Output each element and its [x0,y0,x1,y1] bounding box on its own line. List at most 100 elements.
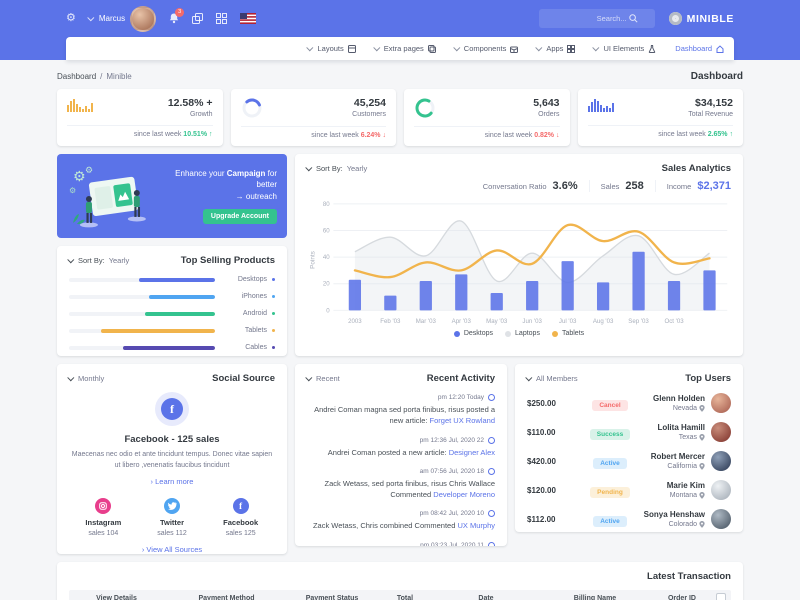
avatar [711,480,731,500]
facebook-circle: f [155,392,189,426]
fullscreen-icon [192,13,204,24]
user-row: $112.00 Active Sonya Henshaw Colorado [527,509,731,529]
activity-link[interactable]: Developer Moreno [433,490,495,499]
sort-by-dropdown[interactable]: Sort By: Yearly [67,256,129,265]
stat-delta: 6.24% ↓ [360,132,387,139]
chevron-down-icon [373,44,381,52]
activity-link[interactable]: Designer Alex [448,447,495,457]
stat-value: $34,152 [695,97,733,109]
legend-item-laptops[interactable]: Laptops [505,330,540,337]
series-dot-icon [505,330,512,337]
all-members-dropdown[interactable]: All Members [525,374,578,383]
product-row: Tablets [69,327,275,334]
progress-bar [69,294,215,299]
campaign-promo-card: ⚙ ⚙ ⚙ [57,154,287,238]
activity-item: pm 03:23 Jul, 2020 11 [307,541,495,546]
stat-label: Orders [538,111,560,118]
card-title: Recent Activity [426,373,495,384]
timeline-dot-icon [488,510,495,518]
legend-item-desktops[interactable]: Desktops [453,330,493,337]
activity-link[interactable]: UX Murphy [457,521,495,531]
notifications-button[interactable]: 3 [169,8,185,24]
svg-text:0: 0 [326,307,330,314]
social-source-instagram[interactable]: Instagram sales 104 [69,498,138,537]
promo-line2: → outreach [235,191,277,201]
chevron-down-icon [87,14,95,22]
nav-item-components[interactable]: Components [453,44,519,53]
campaign-illustration: ⚙ ⚙ ⚙ [69,165,146,228]
nav-item-ui-elements[interactable]: UI Elements [592,44,656,53]
select-all-checkbox[interactable] [716,593,726,600]
breadcrumb: Dashboard / Minible [57,71,132,81]
progress-bar [69,277,215,282]
activity-item: pm 12:36 Jul, 2020 22 Andrei Coman poste… [327,436,495,457]
stat-delta: 2.65% ↑ [707,131,734,138]
notification-badge: 3 [175,8,185,17]
arrow-up-icon: ↑ [209,131,213,138]
nav-item-extra-pages[interactable]: Extra pages [373,44,436,53]
arrow-up-icon: ↑ [729,131,734,138]
conversation-ratio-value: 3.6% [552,180,578,192]
top-selling-products-card: Sort By: Yearly Top Selling Products Des… [57,246,287,356]
stat-delta: 0.82% ↓ [534,132,560,139]
top-users-card: All Members Top Users $250.00 Cancel Gle… [515,364,743,532]
stats-row: 12.58% + Growth since last week 10.51% ↑ [57,89,743,146]
user-row: $110.00 Success Lolita Hamill Texas [527,422,731,442]
map-pin-icon [699,463,705,470]
svg-text:Sep '03: Sep '03 [628,318,649,325]
apps-grid-icon [216,13,228,24]
apps-grid-button[interactable] [216,13,228,24]
language-flag-button[interactable] [240,13,257,24]
card-title: Social Source [212,373,275,384]
chevron-down-icon [453,44,461,52]
activity-link[interactable]: Forget UX Rowland [429,416,495,426]
recent-dropdown[interactable]: Recent [305,374,340,383]
breadcrumb-item-dashboard[interactable]: Dashboard [57,71,97,81]
search-input[interactable] [546,13,629,24]
sort-by-dropdown[interactable]: Sort By: Yearly [305,164,367,173]
stat-card-customers: 45,254 Customers since last week 6.24% ↓ [230,89,396,146]
nav-item-dashboard[interactable]: Dashboard [675,44,724,53]
settings-gear-icon[interactable]: ⚙ [66,12,76,24]
map-pin-icon [699,434,705,441]
card-title: Top Selling Products [180,255,275,266]
svg-text:Mar '03: Mar '03 [416,318,437,325]
sales-value: 258 [625,180,644,192]
chevron-down-icon [305,164,313,172]
chevron-down-icon [592,44,600,52]
svg-text:⚙: ⚙ [85,165,93,175]
chevron-down-icon [535,44,543,52]
nav-item-layouts[interactable]: Layouts [306,44,356,53]
user-menu[interactable]: Marcus [87,5,157,32]
activity-item: pm 08:42 Jul, 2020 10 Zack Wetass, Chris… [312,510,495,531]
promo-text: Enhance your Campaign for better → outre… [153,168,277,225]
series-dot-icon [453,330,460,337]
arrow-down-icon: ↓ [382,132,387,139]
map-pin-icon [699,405,705,412]
social-source-facebook[interactable]: f Facebook sales 125 [206,498,275,537]
monthly-dropdown[interactable]: Monthly [67,374,104,383]
activity-item: am 07:56 Jul, 2020 18 Zack Wetass, sed p… [324,467,495,499]
progress-bar [69,328,215,333]
social-source-card: Monthly Social Source f Facebook - 125 s… [57,364,287,554]
bar-sparkline-icon [587,99,614,112]
user-row: $250.00 Cancel Glenn Holden Nevada [527,393,731,413]
map-pin-icon [699,521,705,528]
social-source-twitter[interactable]: Twitter sales 112 [138,498,207,537]
legend-item-tablets[interactable]: Tablets [551,330,584,337]
learn-more-link[interactable]: › Learn more [150,477,194,486]
upgrade-account-button[interactable]: Upgrade Account [202,209,277,225]
activity-item: pm 12:20 Today Andrei Coman magna sed po… [314,394,495,426]
breadcrumb-item-minible[interactable]: Minible [106,71,132,81]
status-badge: Cancel [592,400,628,411]
brand-logo[interactable]: MINIBLE [668,12,734,25]
svg-text:2003: 2003 [348,318,362,325]
package-icon [510,46,519,53]
search-icon[interactable] [628,14,638,23]
nav-item-apps[interactable]: Apps [535,44,576,53]
view-all-sources-link[interactable]: › View All Sources [141,545,203,554]
svg-text:40: 40 [323,254,330,261]
fullscreen-button[interactable] [192,13,204,24]
svg-text:⚙: ⚙ [73,168,86,184]
